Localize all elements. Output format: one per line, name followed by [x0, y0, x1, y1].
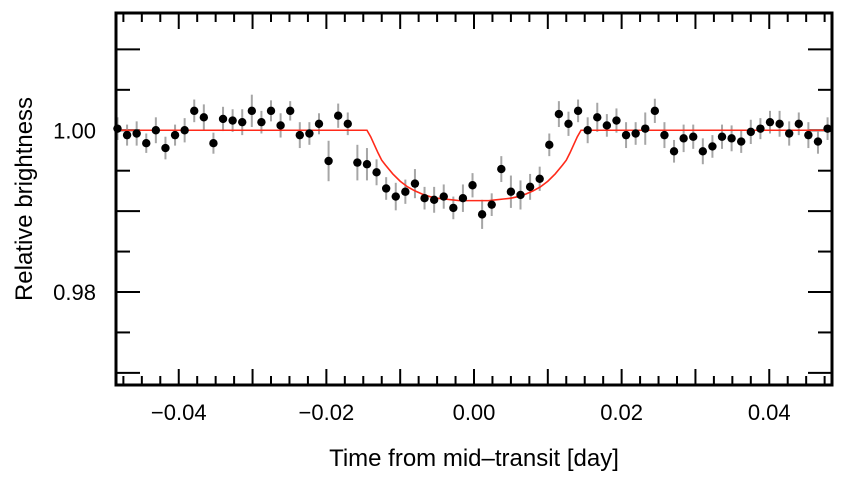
data-point	[247, 106, 257, 116]
data-point	[516, 190, 525, 200]
data-point	[669, 147, 679, 156]
data-point	[477, 210, 487, 219]
model-curve	[116, 129, 832, 202]
data-point	[286, 106, 295, 116]
data-point	[765, 117, 775, 127]
data-point	[612, 116, 621, 125]
data-point	[660, 130, 669, 140]
y-tick-label: 0.98	[53, 280, 96, 305]
data-point	[593, 113, 602, 122]
data-point	[372, 168, 381, 177]
data-point	[266, 106, 276, 116]
data-point	[823, 124, 832, 133]
data-point	[650, 106, 660, 116]
data-point	[583, 126, 592, 135]
data-point	[698, 147, 708, 156]
data-point	[401, 187, 410, 196]
data-point	[257, 117, 266, 127]
data-point	[621, 130, 631, 140]
x-tick-label: 0.00	[453, 400, 496, 425]
data-point	[161, 143, 170, 153]
data-point	[420, 193, 429, 203]
x-tick-label: −0.02	[299, 400, 355, 425]
data-point	[209, 139, 218, 148]
y-tick-label: 1.00	[53, 118, 96, 143]
data-point	[679, 134, 688, 143]
data-point	[439, 192, 448, 201]
data-point	[170, 130, 180, 140]
data-point	[784, 129, 794, 138]
data-point	[132, 129, 141, 138]
data-point	[314, 119, 324, 128]
data-point	[631, 129, 640, 138]
data-point	[737, 137, 746, 146]
data-point	[756, 124, 765, 133]
data-point	[343, 119, 352, 128]
x-tick-label: 0.02	[600, 400, 643, 425]
data-points	[113, 106, 832, 219]
data-point	[142, 139, 151, 148]
x-axis-label: Time from mid–transit [day]	[329, 445, 619, 472]
x-tick-label: 0.04	[748, 400, 791, 425]
y-axis-label: Relative brightness	[11, 97, 38, 301]
data-point	[746, 127, 756, 137]
data-point	[218, 114, 228, 124]
data-point	[276, 121, 285, 130]
data-point	[573, 106, 583, 116]
data-point	[180, 126, 189, 135]
x-tick-label: −0.04	[151, 400, 207, 425]
data-point	[602, 121, 612, 130]
data-point	[813, 137, 823, 146]
data-point	[429, 195, 439, 205]
data-point	[305, 129, 314, 138]
data-point	[238, 117, 247, 127]
x-tick-labels: −0.04 −0.02 0.00 0.02 0.04	[151, 400, 791, 425]
data-point	[190, 106, 199, 116]
y-tick-labels: 0.98 1.00	[53, 118, 96, 305]
data-point	[804, 130, 813, 140]
data-point	[564, 119, 573, 128]
data-point	[641, 124, 650, 133]
data-point	[727, 134, 736, 143]
data-point	[122, 130, 132, 140]
data-point	[295, 130, 304, 140]
plot-frame	[114, 11, 834, 387]
data-point	[151, 126, 161, 135]
data-point	[554, 109, 564, 119]
data-point	[381, 184, 391, 193]
data-point	[794, 119, 803, 128]
data-point	[353, 158, 362, 167]
data-point	[535, 174, 544, 183]
data-point	[449, 203, 458, 213]
data-point	[545, 140, 554, 150]
error-bars	[116, 94, 829, 229]
data-point	[199, 113, 209, 122]
transit-model	[116, 129, 832, 202]
data-point	[468, 181, 477, 190]
data-point	[487, 200, 496, 209]
data-point	[391, 192, 400, 201]
data-point	[689, 132, 698, 141]
data-point	[708, 142, 717, 151]
data-point	[506, 187, 516, 196]
data-point	[410, 179, 420, 188]
data-point	[775, 119, 784, 128]
data-point	[333, 111, 343, 120]
data-point	[717, 132, 727, 141]
data-point	[228, 116, 237, 125]
data-point	[497, 164, 506, 174]
axis-ticks	[116, 13, 832, 385]
data-point	[525, 182, 535, 192]
data-point	[458, 193, 468, 203]
data-point	[324, 156, 333, 166]
data-point	[362, 160, 372, 169]
